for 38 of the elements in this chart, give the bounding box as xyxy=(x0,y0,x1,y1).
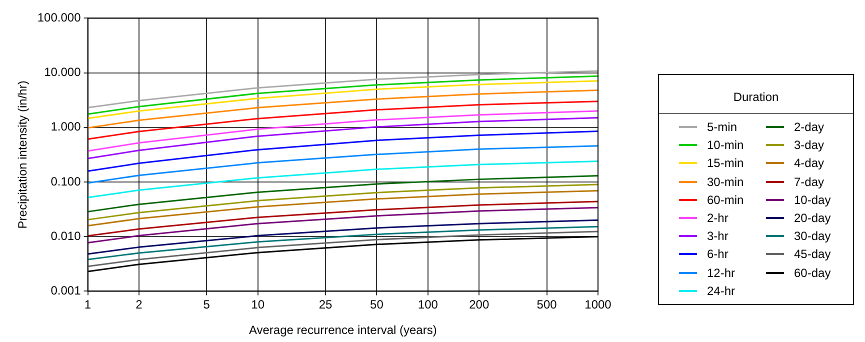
y-tick-label: 100.000 xyxy=(37,10,82,25)
x-tick-label: 100 xyxy=(418,298,438,312)
x-tick-label: 50 xyxy=(370,298,384,312)
x-tick-label: 1000 xyxy=(584,298,612,312)
y-axis-title: Precipitation intensity (in/hr) xyxy=(16,80,30,229)
legend-label: 7-day xyxy=(794,174,824,189)
legend-label: 24-hr xyxy=(707,284,736,298)
legend-label: 3-day xyxy=(794,138,824,152)
y-tick-label: 0.001 xyxy=(50,284,82,298)
legend-label: 30-day xyxy=(794,229,831,244)
legend-label: 10-day xyxy=(794,192,831,207)
x-axis-title: Average recurrence interval (years) xyxy=(248,323,437,338)
legend-label: 4-day xyxy=(794,156,824,170)
x-tick-label: 10 xyxy=(251,298,265,312)
y-tick-label: 0.100 xyxy=(50,174,82,188)
x-tick-label: 25 xyxy=(318,298,333,312)
legend-label: 10-min xyxy=(707,138,744,152)
y-tick-label: 1.000 xyxy=(50,120,82,134)
legend-label: 12-hr xyxy=(707,266,736,280)
legend-label: 3-hr xyxy=(707,229,728,244)
legend-label: 60-day xyxy=(794,266,831,280)
x-tick-label: 200 xyxy=(469,298,490,312)
legend-label: 15-min xyxy=(707,156,744,170)
legend-label: 2-hr xyxy=(707,211,728,226)
x-tick-label: 5 xyxy=(203,298,210,312)
x-tick-label: 1 xyxy=(84,298,92,312)
legend-label: 20-day xyxy=(794,211,831,226)
legend-label: 2-day xyxy=(794,120,824,134)
legend-label: 45-day xyxy=(794,247,831,262)
legend-label: 30-min xyxy=(707,174,744,189)
x-tick-label: 500 xyxy=(536,298,558,312)
legend-label: 6-hr xyxy=(707,247,728,262)
x-tick-label: 2 xyxy=(136,298,143,312)
legend-label: 5-min xyxy=(707,120,738,134)
legend-label: 60-min xyxy=(707,192,744,207)
y-tick-label: 0.010 xyxy=(50,228,82,243)
y-tick-label: 10.000 xyxy=(44,65,82,80)
legend-title: Duration xyxy=(659,75,853,114)
